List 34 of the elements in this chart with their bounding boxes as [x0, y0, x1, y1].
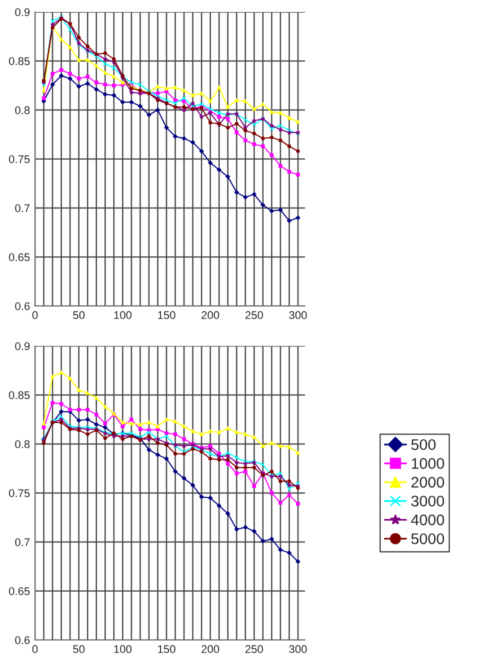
legend-label: 5000: [411, 533, 444, 544]
y-tick-label: 0.75: [8, 155, 30, 164]
y-tick-label: 0.7: [15, 538, 30, 546]
legend-label: 2000: [411, 476, 444, 488]
x-tick-label: 50: [73, 645, 85, 654]
y-tick-label: 0.6: [15, 302, 30, 310]
legend-label: 500: [411, 439, 436, 450]
legend-label: 4000: [411, 514, 444, 526]
x-tick-label: 200: [202, 311, 220, 320]
y-tick-label: 0.75: [8, 489, 30, 498]
y-tick-label: 0.85: [8, 57, 30, 66]
legend-label: 3000: [411, 496, 444, 507]
y-tick-label: 0.6: [15, 636, 30, 644]
x-tick-label: 250: [245, 311, 263, 320]
x-tick-label: 50: [73, 311, 85, 320]
x-tick-label: 100: [114, 311, 132, 320]
x-tick-label: 150: [158, 311, 176, 320]
y-tick-label: 0.7: [15, 204, 30, 212]
x-tick-label: 250: [245, 645, 263, 654]
x-tick-label: 100: [114, 645, 132, 654]
x-tick-label: 0: [32, 311, 38, 320]
legend-label: 1000: [412, 458, 444, 469]
x-tick-label: 200: [202, 645, 220, 654]
y-tick-label: 0.8: [15, 440, 30, 448]
y-tick-label: 0.65: [8, 587, 30, 596]
x-tick-label: 300: [289, 311, 307, 320]
y-tick-label: 0.8: [15, 106, 30, 114]
y-tick-label: 0.9: [15, 8, 30, 16]
y-tick-label: 0.9: [15, 342, 30, 350]
y-tick-label: 0.85: [8, 391, 30, 400]
y-tick-label: 0.65: [8, 253, 30, 262]
x-tick-label: 150: [158, 645, 176, 654]
x-tick-label: 0: [32, 645, 38, 654]
x-tick-label: 300: [289, 645, 307, 654]
